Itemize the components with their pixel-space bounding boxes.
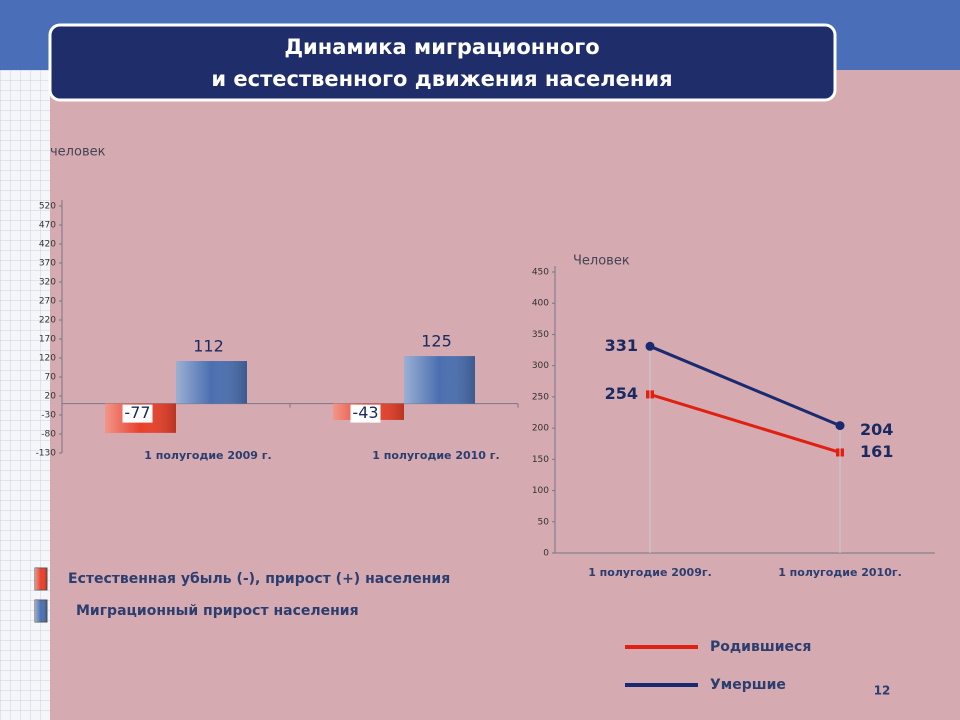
- y-tick-label: 220: [39, 316, 56, 326]
- y-tick-label: 250: [532, 392, 549, 402]
- y-tick-label: 70: [45, 373, 57, 383]
- y-tick-label: 50: [538, 517, 550, 527]
- bar-shine: [176, 361, 247, 404]
- y-tick-label: -130: [36, 449, 57, 459]
- title-line: Динамика миграционного: [284, 35, 599, 59]
- value-label: -77: [124, 403, 150, 422]
- y-tick-label: 300: [532, 361, 549, 371]
- legend-shine: [35, 568, 47, 590]
- title-box: [48, 23, 837, 102]
- y-tick-label: -80: [41, 430, 56, 440]
- value-label: 204: [860, 420, 893, 439]
- legend-label: Умершие: [710, 677, 786, 693]
- value-label-box: [122, 404, 153, 423]
- y-tick-label: 370: [39, 259, 56, 269]
- value-label: -43: [352, 403, 378, 422]
- y-tick-label: 470: [39, 221, 56, 231]
- x-tick-label: 1 полугодие 2010 г.: [372, 449, 499, 462]
- line: [649, 392, 841, 454]
- page-number: 12: [874, 684, 891, 698]
- value-label: 112: [193, 337, 224, 356]
- y-tick-label: 350: [532, 330, 549, 340]
- point: [645, 341, 655, 351]
- value-label: 254: [605, 384, 638, 403]
- line: [649, 344, 841, 427]
- y-tick-label: 270: [39, 297, 56, 307]
- value-label: 331: [605, 336, 638, 355]
- x-tick-label: 1 полугодие 2009г.: [588, 566, 712, 579]
- bar-shine: [404, 356, 475, 404]
- legend-label: Естественная убыль (-), прирост (+) насе…: [68, 571, 450, 587]
- y-tick-label: -30: [41, 411, 56, 421]
- y-tick-label: 120: [39, 354, 56, 364]
- y-axis-title: Человек: [573, 254, 630, 269]
- value-label: 161: [860, 442, 893, 461]
- title-line: и естественного движения населения: [211, 67, 672, 91]
- x-tick-label: 1 полугодие 2010г.: [778, 566, 902, 579]
- legend-label: Миграционный прирост населения: [76, 603, 359, 619]
- x-tick-label: 1 полугодие 2009 г.: [144, 449, 271, 462]
- y-tick-label: 400: [532, 299, 549, 309]
- legend-shine: [35, 600, 47, 622]
- y-tick-label: 420: [39, 240, 56, 250]
- y-tick-label: 520: [39, 202, 56, 212]
- y-tick-label: 320: [39, 278, 56, 288]
- value-label-box: [350, 404, 381, 423]
- legend-label: Родившиеся: [710, 639, 811, 655]
- point: [835, 421, 845, 431]
- y-tick-label: 200: [532, 424, 549, 434]
- y-tick-label: 20: [45, 392, 57, 402]
- y-axis-title: человек: [50, 145, 106, 160]
- y-tick-label: 100: [532, 486, 549, 496]
- y-tick-label: 150: [532, 455, 549, 465]
- y-tick-label: 0: [543, 549, 549, 559]
- y-tick-label: 450: [532, 268, 549, 278]
- y-tick-label: 170: [39, 335, 56, 345]
- value-label: 125: [421, 332, 452, 351]
